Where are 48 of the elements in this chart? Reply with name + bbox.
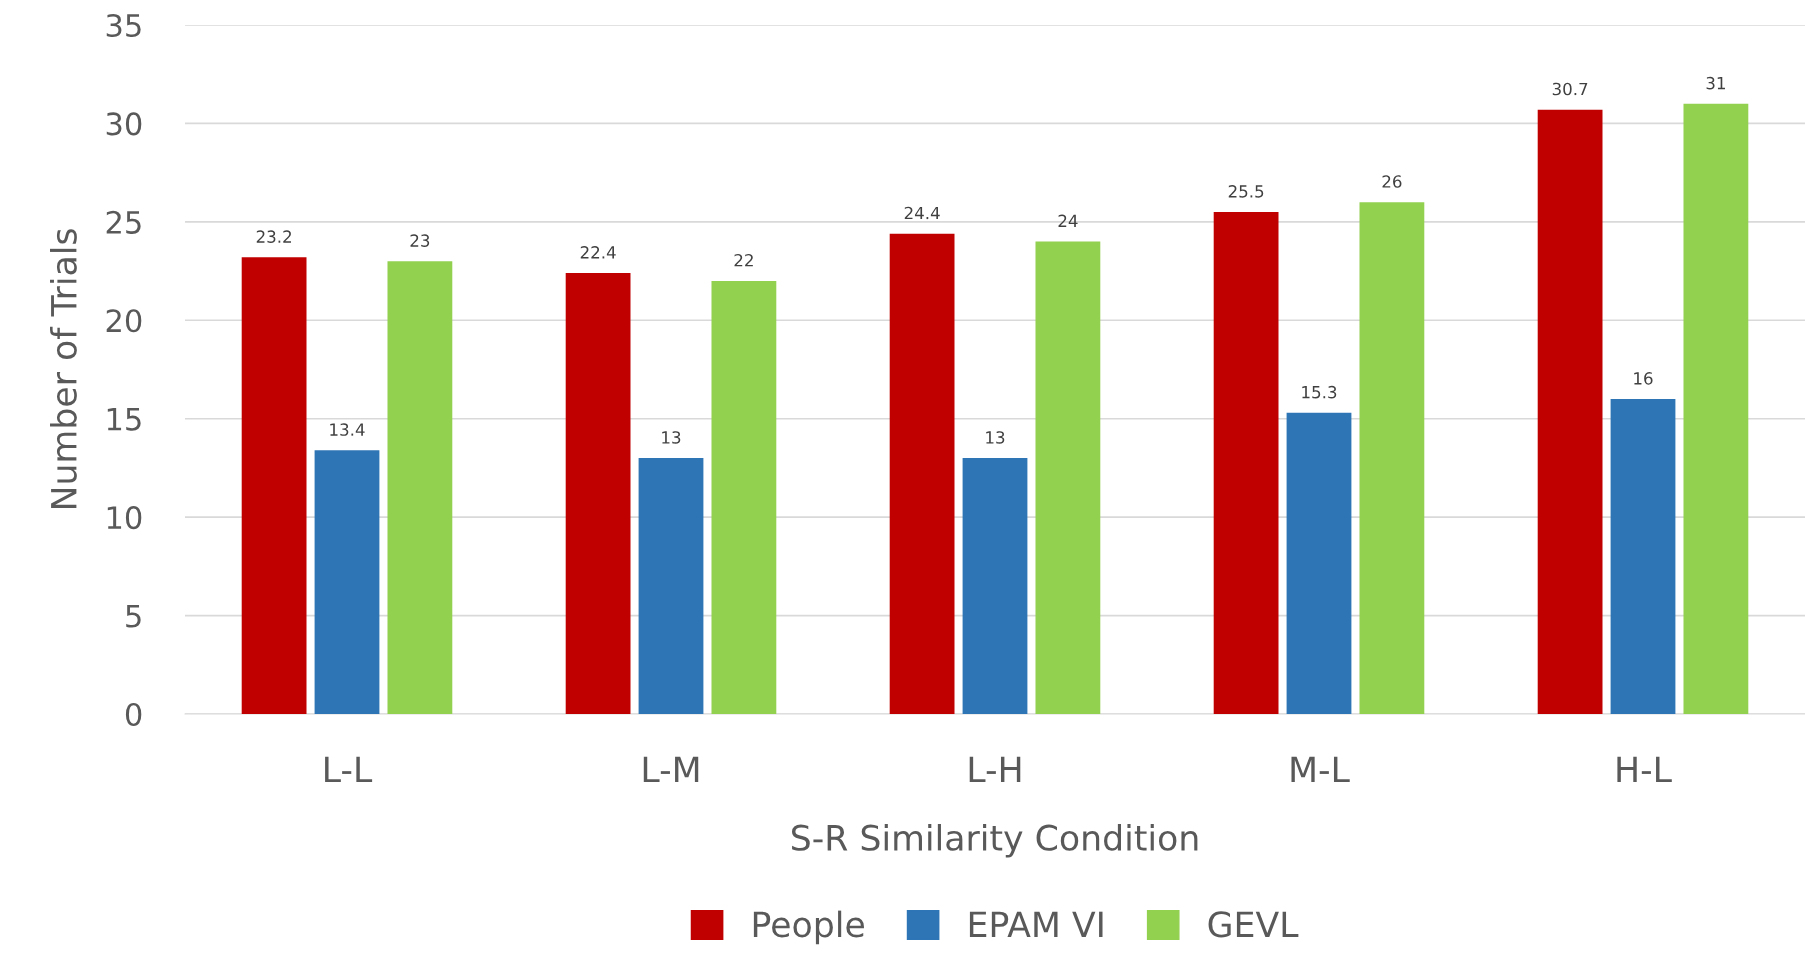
bar [1683,103,1749,714]
bar [387,261,453,714]
bar [962,458,1028,714]
y-tick-label: 25 [106,210,141,234]
y-tick-label: 5 [126,604,141,628]
y-tick-label: 10 [107,506,142,530]
x-tick-label: H-L [1617,756,1672,783]
x-axis-title: S-R Similarity Condition [791,823,1198,858]
y-tick-label: 30 [106,112,142,136]
data-label: 23.2 [256,230,291,243]
data-label: 22 [734,253,753,267]
data-label: 26 [1382,175,1402,188]
legend-label: People [753,910,864,945]
data-label: 30.7 [1552,82,1588,96]
legend-label: EPAM VI [969,911,1103,937]
bar [1213,212,1279,714]
bar [638,458,704,714]
x-tick-label: L-M [643,756,699,783]
y-tick-label: 0 [125,702,142,727]
bar [1537,109,1603,714]
bar [1610,399,1676,714]
bar [1035,241,1101,714]
data-label: 24.4 [904,206,940,220]
bar [889,233,955,714]
y-tick-label: 20 [106,309,142,333]
data-label: 16 [1634,372,1653,385]
data-label: 13 [986,431,1005,444]
x-tick-label: M-L [1291,756,1350,783]
bar [711,280,777,714]
legend-label: GEVL [1208,911,1299,938]
y-axis-title: Number of Trials [50,229,77,509]
data-label: 13.4 [330,423,365,436]
x-tick-label: L-L [325,756,373,783]
bar [1359,202,1425,714]
y-tick-label: 35 [106,13,141,38]
data-label: 22.4 [580,246,616,259]
data-label: 25.5 [1228,185,1264,198]
x-tick-label: L-H [969,756,1021,783]
bar [241,257,307,714]
data-label: 15.3 [1302,385,1337,399]
data-label: 23 [410,234,430,247]
bar [1286,412,1352,714]
data-label: 24 [1058,214,1078,227]
data-label: 13 [662,431,681,444]
data-label: 31 [1706,76,1725,90]
bar [565,273,631,714]
y-tick-label: 15 [107,408,141,431]
bar [314,450,380,714]
